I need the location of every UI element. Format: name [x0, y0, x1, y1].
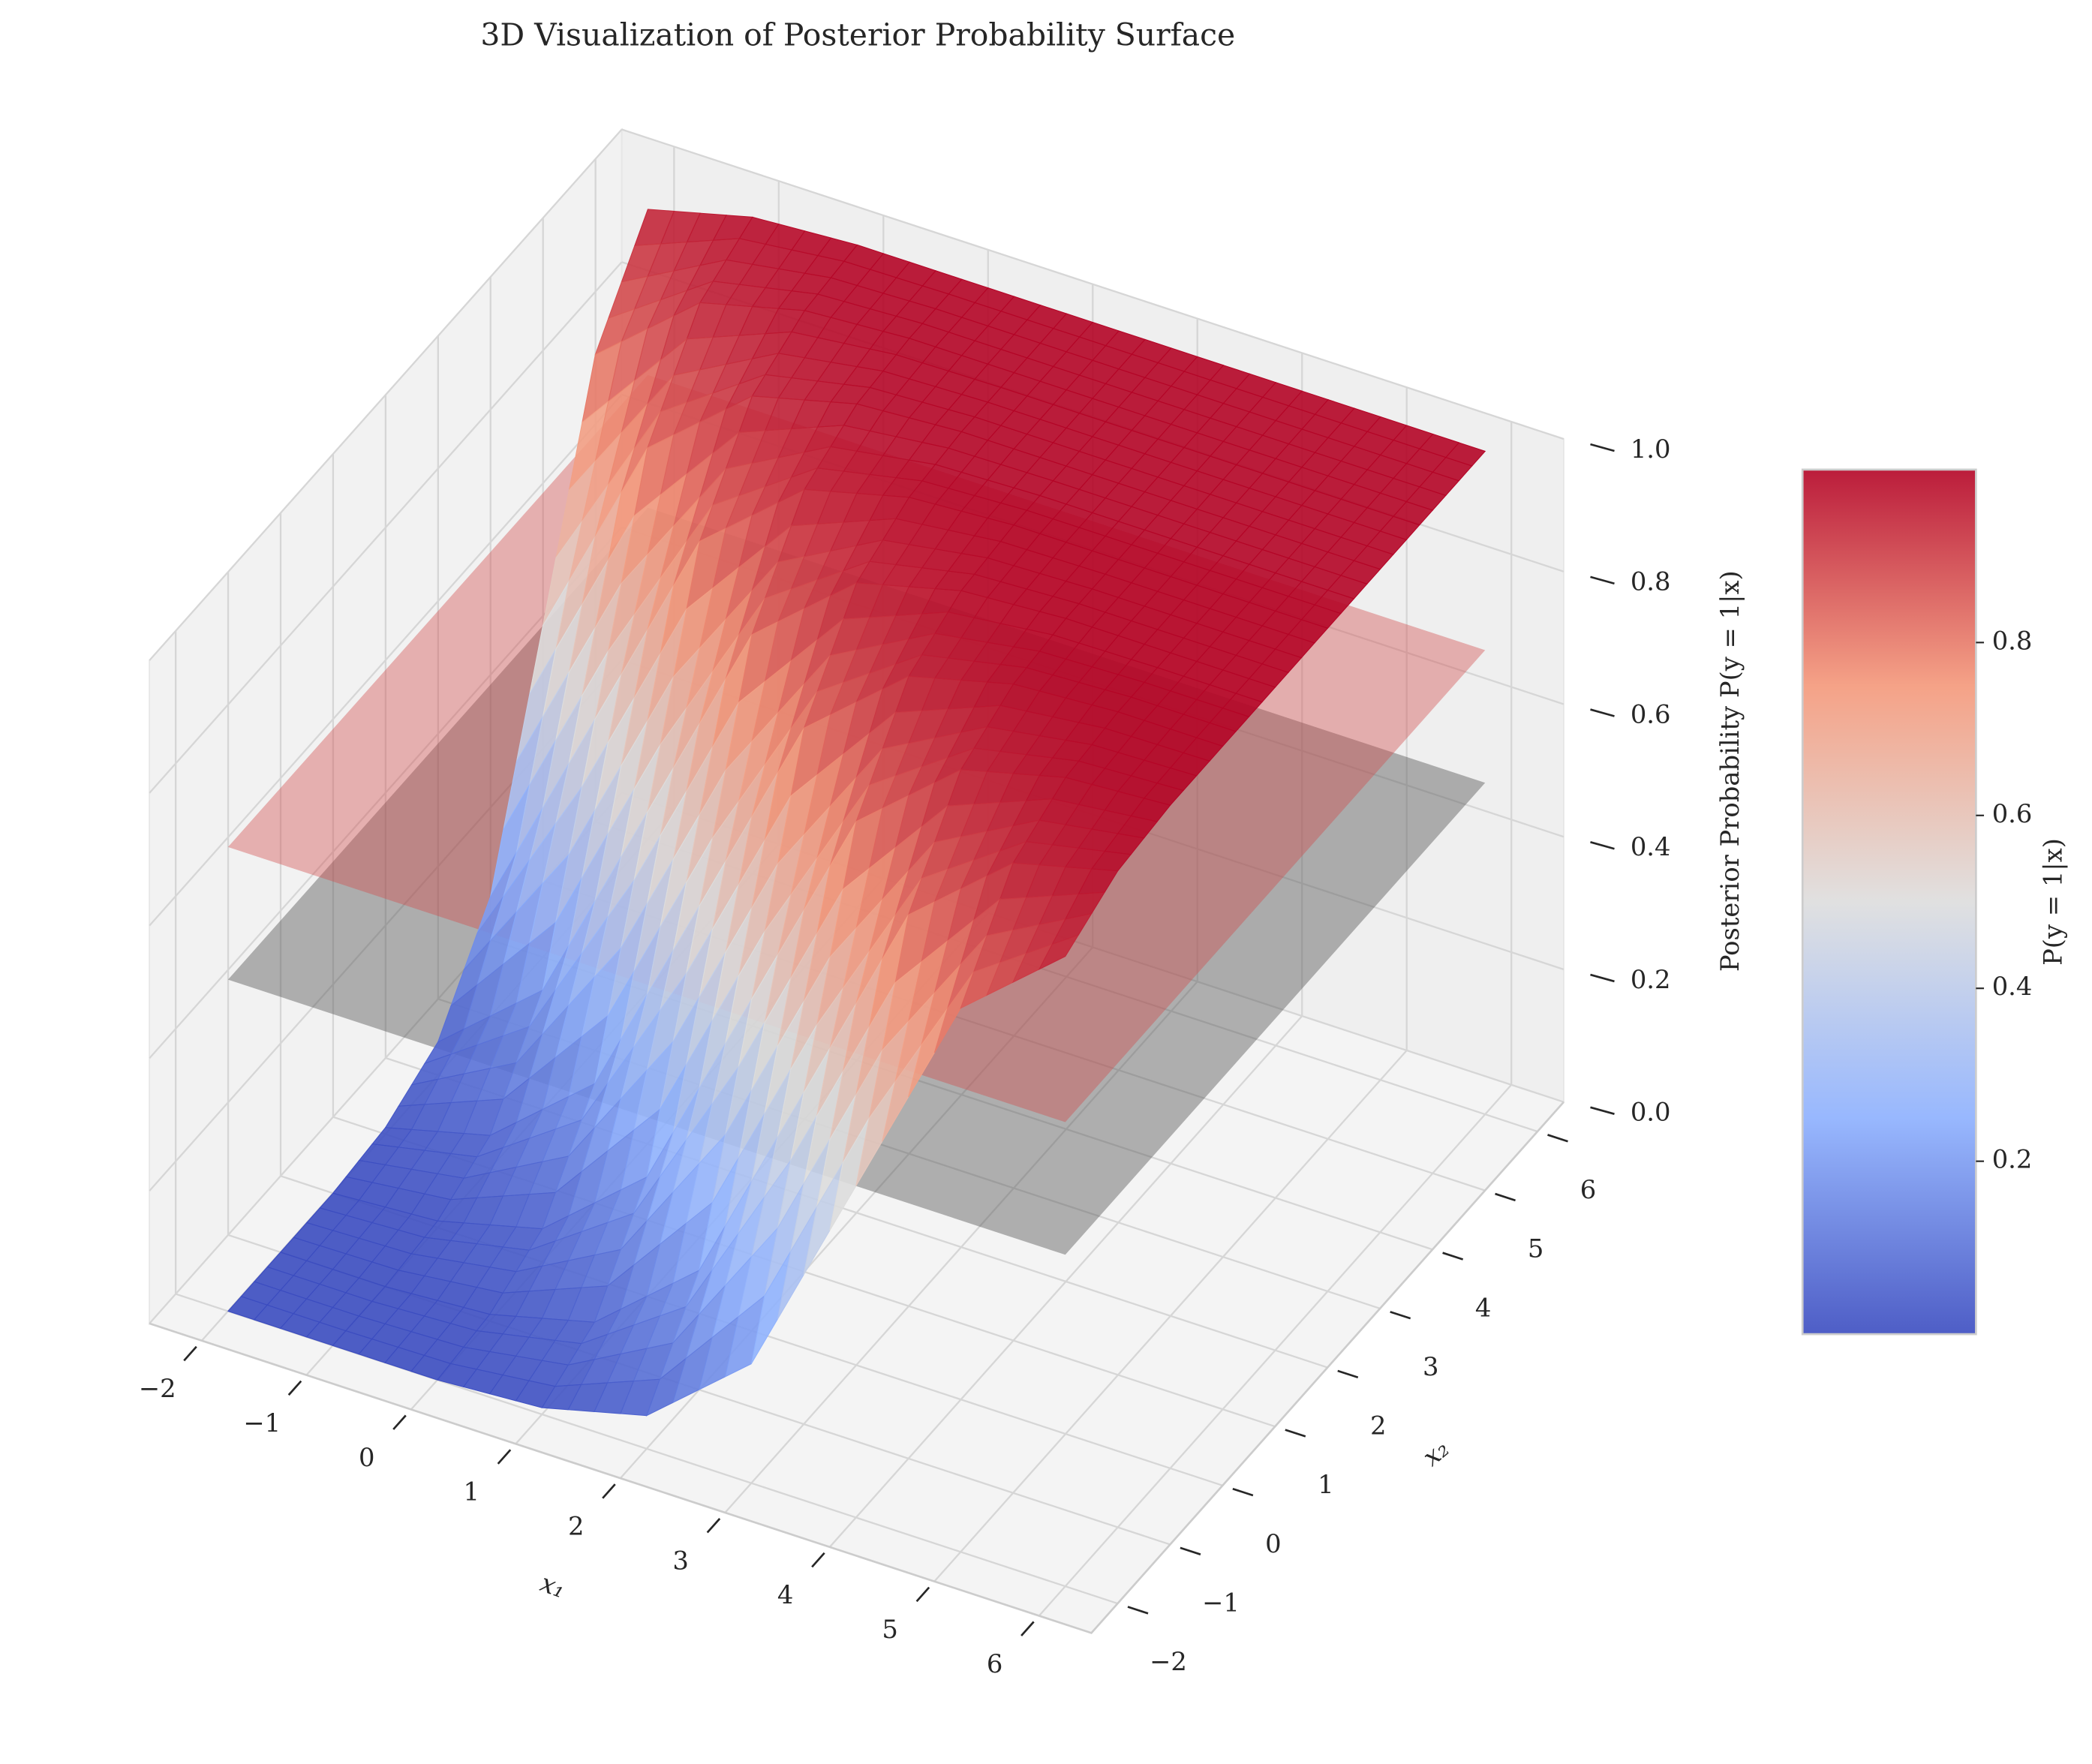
- tick-mark: [1180, 1546, 1201, 1555]
- surface-patch: [1038, 934, 1080, 971]
- tick-mark: [1590, 708, 1615, 717]
- grid-line: [149, 526, 623, 1059]
- tick-mark: [1390, 1311, 1411, 1320]
- x-tick-label: 1: [463, 1477, 479, 1507]
- x-tick-label: 3: [672, 1546, 688, 1575]
- x-tick-label: 4: [777, 1580, 793, 1609]
- tick-mark: [497, 1449, 512, 1465]
- grid-line: [621, 128, 1564, 440]
- tick-mark: [915, 1586, 930, 1603]
- colorbar-label: P(y = 1|x): [2038, 838, 2067, 966]
- z-tick-label: 0.0: [1631, 1098, 1671, 1127]
- tick-mark: [706, 1518, 721, 1534]
- z-tick-label: 0.6: [1631, 699, 1671, 729]
- tick-mark: [1442, 1252, 1464, 1261]
- z-tick-label: 0.8: [1631, 567, 1671, 597]
- x-axis-label: x₁: [537, 1568, 570, 1604]
- colorbar: [1801, 468, 1977, 1336]
- tick-mark: [1547, 1134, 1568, 1143]
- colorbar-tick-label: 0.2: [1992, 1145, 2033, 1174]
- tick-mark: [1590, 575, 1615, 585]
- tick-mark: [1495, 1192, 1516, 1202]
- tick-mark: [287, 1380, 302, 1396]
- z-axis-label: Posterior Probability P(y = 1|x): [1715, 570, 1745, 972]
- tick-mark: [392, 1414, 407, 1430]
- tick-mark: [1590, 841, 1615, 850]
- z-tick-label: 0.4: [1631, 832, 1671, 861]
- tick-mark: [1590, 973, 1615, 983]
- z-tick-label: 1.0: [1631, 434, 1671, 464]
- axis-line: [149, 1101, 1564, 1634]
- x-tick-label: 6: [987, 1649, 1002, 1678]
- y-tick-label: 3: [1423, 1352, 1438, 1381]
- x-tick-label: −1: [243, 1408, 281, 1438]
- tick-mark: [811, 1552, 825, 1568]
- y-tick-label: 5: [1528, 1234, 1543, 1264]
- z-tick-label: 0.2: [1631, 965, 1671, 994]
- y-axis-label: x₂: [1417, 1434, 1454, 1472]
- tick-mark: [183, 1345, 197, 1362]
- colorbar-tick-label: 0.8: [1992, 626, 2033, 655]
- tick-mark: [1590, 1106, 1615, 1115]
- colorbar-tick-label: 0.6: [1992, 799, 2033, 828]
- grid-line: [149, 394, 623, 927]
- colorbar-tick-label: 0.4: [1992, 972, 2033, 1001]
- y-tick-label: 2: [1370, 1411, 1386, 1441]
- x-tick-label: 2: [568, 1512, 584, 1541]
- tick-mark: [1127, 1606, 1149, 1615]
- tick-mark: [1232, 1487, 1254, 1497]
- grid-line: [149, 261, 623, 794]
- y-tick-label: −1: [1202, 1588, 1240, 1617]
- y-tick-label: 4: [1475, 1293, 1491, 1322]
- tick-mark: [1337, 1369, 1359, 1379]
- x-tick-label: 5: [882, 1615, 897, 1644]
- chart-title: 3D Visualization of Posterior Probabilit…: [480, 17, 1235, 53]
- x-tick-label: 0: [359, 1443, 374, 1472]
- tick-mark: [602, 1483, 616, 1499]
- grid-line: [149, 128, 623, 661]
- y-tick-label: 0: [1265, 1529, 1281, 1558]
- tick-mark: [1285, 1429, 1306, 1438]
- y-tick-label: 6: [1580, 1175, 1596, 1204]
- y-tick-label: 1: [1318, 1470, 1333, 1499]
- tick-mark: [1590, 443, 1615, 452]
- surface: [227, 209, 1486, 1417]
- y-tick-label: −2: [1150, 1647, 1187, 1676]
- x-tick-label: −2: [139, 1374, 176, 1403]
- tick-mark: [1020, 1621, 1035, 1636]
